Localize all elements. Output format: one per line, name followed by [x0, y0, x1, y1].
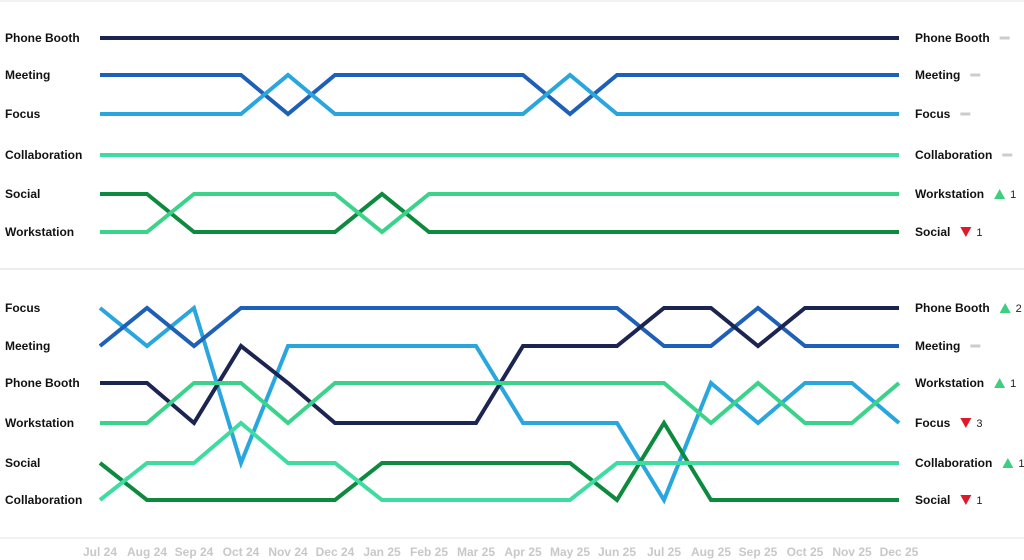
end-label-social: Social	[915, 225, 950, 239]
start-label-phone-booth: Phone Booth	[5, 31, 80, 45]
x-axis: Jul 24 Aug 24 Sep 24 Oct 24 Nov 24 Dec 24 Jan …	[83, 545, 919, 559]
no-change-icon	[970, 344, 981, 348]
end-label-phone-booth: Phone Booth	[915, 31, 990, 45]
start-label-collaboration: Collaboration	[5, 148, 82, 162]
start-label-focus: Focus	[5, 107, 41, 121]
x-tick-label: Nov 25	[832, 545, 872, 559]
series-line-social	[100, 191, 899, 234]
end-label-workstation: Workstation	[915, 187, 984, 201]
panel-1: Phone Booth Meeting Focus Collaboration Soci…	[5, 31, 1016, 239]
x-tick-label: Jun 25	[598, 545, 636, 559]
end-label-phone-booth: Phone Booth	[915, 301, 990, 315]
rank-change-value: 1	[976, 227, 982, 239]
rank-down-icon	[960, 418, 972, 428]
no-change-icon	[1002, 153, 1013, 157]
end-label-focus: Focus	[915, 416, 951, 430]
no-change-icon	[960, 112, 971, 116]
start-label-meeting: Meeting	[5, 68, 50, 82]
end-label-workstation: Workstation	[915, 376, 984, 390]
no-change-icon	[970, 73, 981, 77]
start-label-phone-booth: Phone Booth	[5, 376, 80, 390]
series-line-collaboration	[98, 420, 899, 502]
series-line-meeting	[100, 73, 899, 117]
series-line-social	[98, 419, 899, 503]
no-change-icon	[999, 36, 1010, 40]
x-tick-label: Jul 24	[83, 545, 117, 559]
x-tick-label: Sep 25	[739, 545, 778, 559]
rank-change-value: 1	[1010, 378, 1016, 390]
series-line-focus	[98, 304, 901, 505]
x-tick-label: Sep 24	[175, 545, 214, 559]
panel-2: Focus Meeting Phone Booth Workstation Social…	[5, 301, 1024, 507]
series-line-meeting	[98, 305, 899, 349]
rank-change-value: 1	[1018, 458, 1024, 470]
x-tick-label: Nov 24	[268, 545, 308, 559]
rank-down-icon	[960, 227, 972, 237]
x-tick-label: Mar 25	[457, 545, 495, 559]
rank-up-icon	[999, 303, 1011, 313]
start-label-workstation: Workstation	[5, 225, 74, 239]
end-label-collaboration: Collaboration	[915, 456, 992, 470]
start-label-social: Social	[5, 456, 40, 470]
series-line-workstation	[100, 192, 899, 235]
rank-up-icon	[1002, 458, 1014, 468]
x-tick-label: Dec 25	[880, 545, 919, 559]
start-label-collaboration: Collaboration	[5, 493, 82, 507]
x-tick-label: Apr 25	[504, 545, 542, 559]
rank-down-icon	[960, 495, 972, 505]
series-line-workstation	[100, 380, 901, 426]
end-label-meeting: Meeting	[915, 68, 960, 82]
x-tick-label: Jul 25	[647, 545, 681, 559]
series-line-focus	[100, 72, 899, 116]
rank-change-value: 2	[1016, 303, 1022, 315]
end-label-collaboration: Collaboration	[915, 148, 992, 162]
end-label-meeting: Meeting	[915, 339, 960, 353]
x-tick-label: Feb 25	[410, 545, 448, 559]
rank-change-value: 3	[976, 418, 982, 430]
x-tick-label: Oct 24	[223, 545, 260, 559]
rank-up-icon	[994, 189, 1006, 199]
start-label-focus: Focus	[5, 301, 41, 315]
start-label-social: Social	[5, 187, 40, 201]
end-label-focus: Focus	[915, 107, 951, 121]
x-tick-label: Jan 25	[363, 545, 401, 559]
start-label-meeting: Meeting	[5, 339, 50, 353]
start-label-workstation: Workstation	[5, 416, 74, 430]
end-label-social: Social	[915, 493, 950, 507]
rank-change-value: 1	[976, 495, 982, 507]
x-tick-label: May 25	[550, 545, 590, 559]
x-tick-label: Aug 24	[127, 545, 167, 559]
x-tick-label: Oct 25	[787, 545, 824, 559]
rank-change-value: 1	[1010, 189, 1016, 201]
rank-up-icon	[994, 378, 1006, 388]
x-tick-label: Aug 25	[691, 545, 731, 559]
x-tick-label: Dec 24	[316, 545, 355, 559]
